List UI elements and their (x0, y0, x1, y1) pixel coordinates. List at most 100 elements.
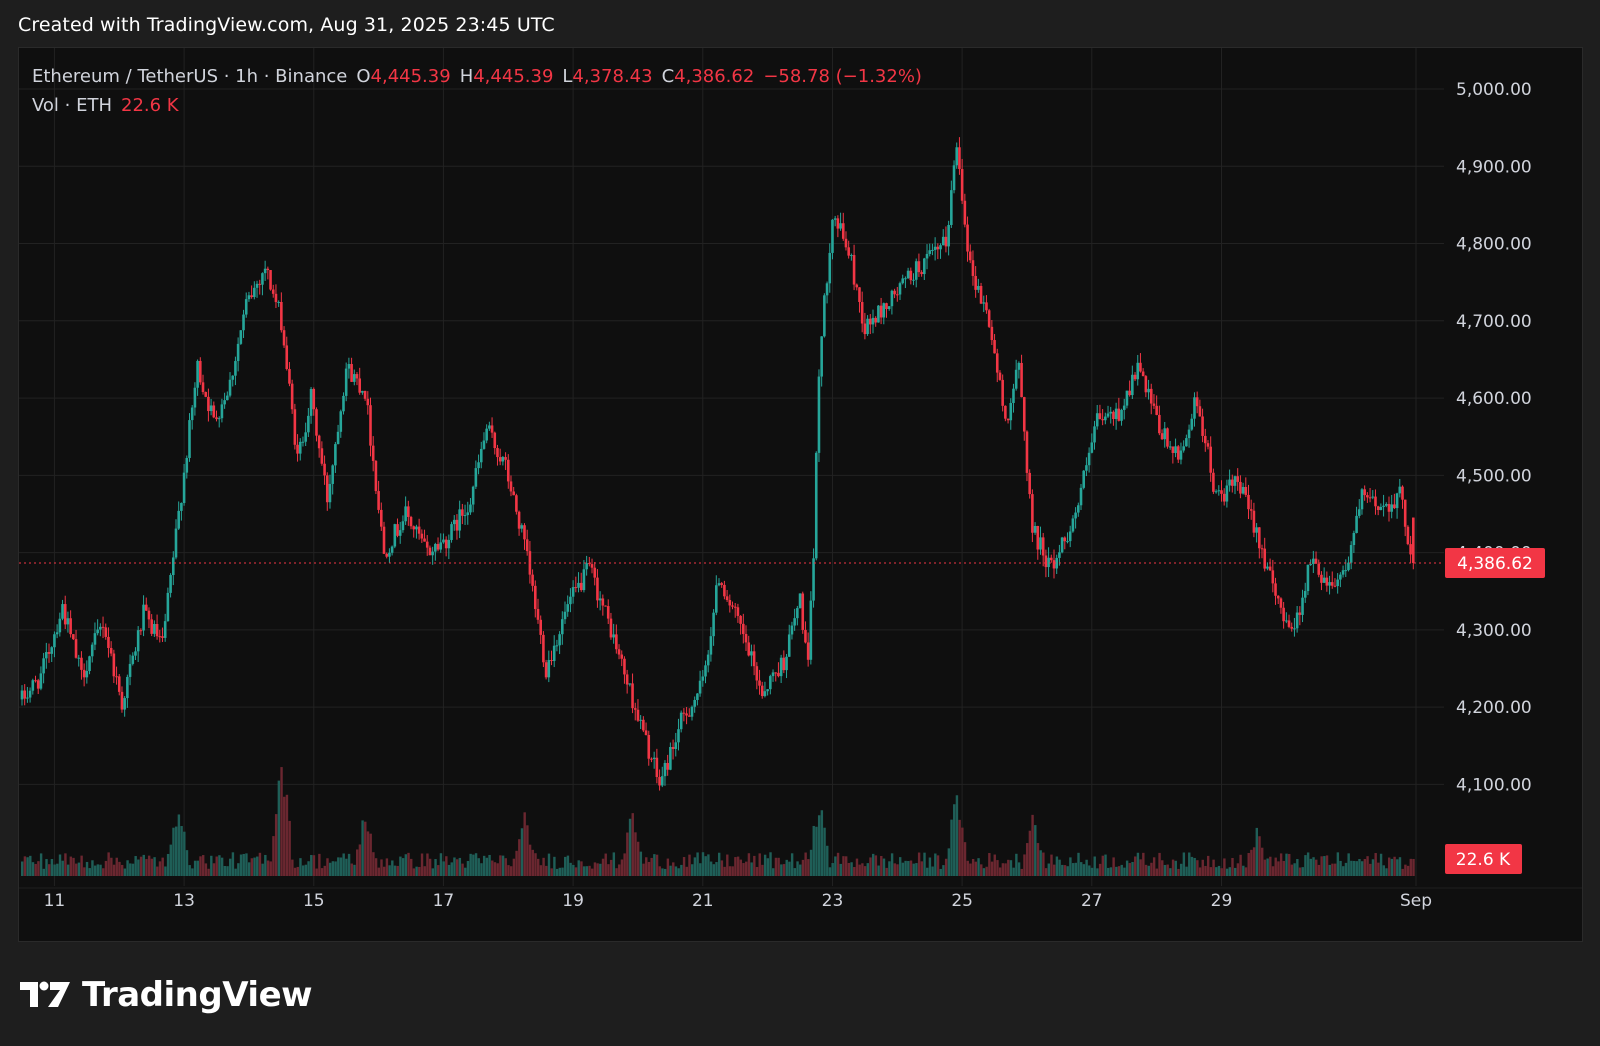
volume-bar (817, 815, 821, 876)
candle-body (180, 502, 183, 511)
volume-bar (901, 862, 905, 876)
volume-bar (229, 858, 232, 876)
candle-body (1320, 574, 1323, 583)
tradingview-logo-icon (20, 981, 70, 1007)
volume-bar (1142, 852, 1145, 876)
volume-bar (1171, 859, 1175, 876)
tradingview-brand[interactable]: TradingView (20, 975, 313, 1015)
volume-bar (1309, 858, 1313, 876)
candle-body (50, 647, 54, 654)
candle-body (955, 147, 959, 166)
y-axis-tick-label: 5,000.00 (1456, 80, 1532, 100)
candle-body (82, 669, 86, 678)
candle-body (1339, 574, 1342, 580)
volume-bar (407, 852, 410, 876)
volume-bar (753, 855, 756, 876)
volume-bar (304, 864, 308, 876)
volume-bar (539, 865, 543, 876)
candle-body (885, 303, 888, 310)
candle-body (217, 418, 221, 420)
volume-bar (120, 864, 124, 876)
volume-bar (1355, 861, 1358, 876)
volume-bar (928, 857, 932, 876)
candlestick-chart[interactable]: 4,100.004,200.004,300.004,400.004,500.00… (19, 48, 1583, 942)
candle-body (1152, 403, 1156, 406)
volume-bar (147, 855, 151, 876)
volume-bar (963, 842, 967, 876)
candle-body (555, 645, 559, 647)
volume-bar (931, 866, 934, 876)
volume-bar (48, 864, 51, 876)
candle-body (331, 465, 334, 484)
volume-bar (253, 857, 256, 876)
candle-body (1109, 411, 1113, 414)
candle-body (585, 563, 588, 570)
candle-body (312, 388, 316, 410)
volume-bar (1074, 862, 1078, 876)
chart-panel[interactable]: 4,100.004,200.004,300.004,400.004,500.00… (18, 47, 1583, 942)
volume-bar (461, 863, 464, 876)
candle-body (1217, 490, 1221, 492)
candle-body (742, 623, 745, 634)
volume-bar (942, 865, 945, 876)
volume-bar (998, 867, 1002, 876)
volume-bar (53, 864, 56, 876)
candle-body (115, 676, 118, 678)
volume-bar (339, 857, 343, 876)
volume-bar (404, 854, 408, 876)
volume-bar (1298, 867, 1302, 876)
volume-bar (58, 854, 62, 876)
candle-body (385, 553, 389, 557)
volume-bar (1161, 860, 1164, 876)
volume-bar (415, 866, 418, 876)
candle-body (501, 457, 505, 462)
volume-bar (115, 857, 118, 876)
candle-body (220, 404, 224, 419)
candle-body (704, 665, 707, 677)
volume-bar (1066, 866, 1069, 876)
volume-bar (196, 860, 200, 876)
candle-body (977, 285, 980, 290)
candle-body (1125, 390, 1129, 406)
x-axis-tick-label: Sep (1400, 891, 1432, 911)
candle-body (725, 596, 729, 600)
candle-body (914, 261, 918, 280)
volume-bar (663, 868, 667, 876)
volume-bar (274, 814, 278, 876)
candle-body (674, 742, 678, 749)
volume-bar (280, 767, 283, 876)
candle-body (80, 657, 83, 670)
candle-body (766, 689, 769, 692)
volume-bar (102, 868, 105, 876)
volume-bar (793, 868, 797, 876)
volume-bar (531, 849, 534, 876)
volume-bar (572, 864, 575, 876)
volume-bar (844, 856, 848, 876)
candle-body (282, 330, 286, 346)
candle-body (925, 253, 929, 259)
volume-bar (223, 865, 227, 876)
volume-bar (1258, 836, 1261, 876)
candle-body (1252, 510, 1256, 533)
volume-bar (988, 853, 991, 876)
candle-body (1009, 403, 1013, 421)
candle-body (469, 504, 472, 513)
volume-bar (1255, 827, 1259, 876)
candle-body (1149, 388, 1153, 404)
change-value: −58.78 (−1.32%) (763, 66, 922, 87)
volume-bar (1052, 864, 1056, 876)
candle-body (1160, 433, 1164, 440)
volume-bar (231, 852, 235, 876)
candle-body (1163, 428, 1167, 440)
candle-body (490, 425, 494, 433)
volume-bar (1034, 825, 1037, 876)
volume-bar (50, 859, 54, 876)
volume-bar (809, 849, 813, 876)
volume-bar (366, 831, 370, 876)
volume-bar (1082, 864, 1086, 876)
candle-body (736, 607, 740, 616)
volume-bar (831, 863, 834, 876)
volume-bar (1396, 859, 1399, 876)
volume-bar (439, 853, 443, 876)
candle-body (836, 218, 840, 229)
